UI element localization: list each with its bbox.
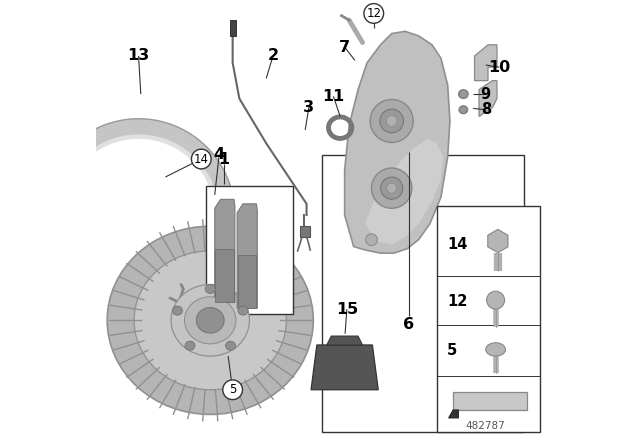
Text: 10: 10 [488,60,510,75]
Ellipse shape [171,284,250,356]
Text: 482787: 482787 [465,422,505,431]
Text: 14: 14 [447,237,468,252]
Text: 12: 12 [447,293,468,309]
FancyBboxPatch shape [205,186,293,314]
Circle shape [387,183,397,193]
Circle shape [371,168,412,208]
Polygon shape [215,249,234,302]
Polygon shape [326,336,363,345]
Circle shape [460,90,467,98]
Polygon shape [344,31,450,253]
Circle shape [370,99,413,142]
Text: 6: 6 [403,317,414,332]
Text: 2: 2 [268,48,278,64]
Polygon shape [300,226,310,237]
Wedge shape [58,134,219,281]
Text: 7: 7 [339,39,350,55]
Ellipse shape [184,297,236,344]
Ellipse shape [459,106,468,114]
Text: 4: 4 [214,147,225,162]
Ellipse shape [185,341,195,350]
Ellipse shape [238,306,248,315]
Polygon shape [479,81,497,116]
Bar [230,20,236,36]
Text: 5: 5 [229,383,236,396]
Text: 1: 1 [218,151,229,167]
Text: 5: 5 [447,343,458,358]
FancyBboxPatch shape [323,155,524,432]
Circle shape [486,291,504,309]
Ellipse shape [458,90,468,99]
Circle shape [460,106,467,113]
Ellipse shape [196,307,224,333]
Circle shape [381,177,403,199]
Polygon shape [453,392,527,410]
Text: 9: 9 [481,86,491,102]
Ellipse shape [134,251,287,390]
Ellipse shape [173,306,182,315]
Circle shape [223,380,243,400]
Circle shape [380,109,403,133]
Circle shape [364,4,383,23]
Polygon shape [365,139,443,244]
Polygon shape [474,45,497,81]
Circle shape [191,149,211,169]
Text: 11: 11 [323,89,344,104]
Polygon shape [311,345,378,390]
Text: 14: 14 [194,152,209,166]
Ellipse shape [107,226,314,414]
Polygon shape [237,255,257,308]
Circle shape [387,116,397,126]
FancyBboxPatch shape [437,206,540,432]
Polygon shape [237,204,257,308]
Text: 12: 12 [366,7,381,20]
Ellipse shape [486,343,506,356]
Text: 15: 15 [336,302,358,317]
Polygon shape [449,410,458,418]
Polygon shape [214,199,235,302]
Ellipse shape [225,341,236,350]
Ellipse shape [205,284,215,293]
Text: 3: 3 [303,100,314,115]
Text: 8: 8 [481,102,491,117]
Circle shape [365,234,378,246]
Text: 13: 13 [127,48,150,64]
Wedge shape [42,119,235,294]
